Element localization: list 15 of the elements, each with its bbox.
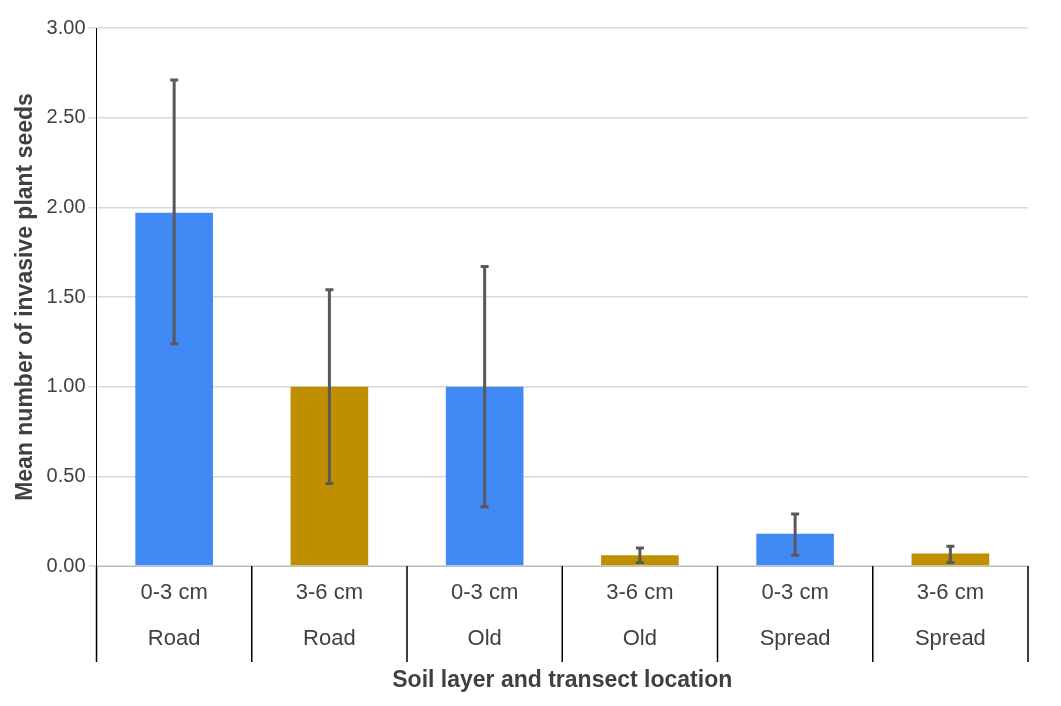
y-tick-label: 1.00: [46, 374, 86, 397]
x-tick-label: 3-6 cm Old: [606, 579, 674, 651]
x-axis-title: Soil layer and transect location: [392, 665, 733, 692]
y-tick-label: 2.50: [46, 105, 86, 128]
x-tick-label: 3-6 cm Road: [295, 579, 364, 651]
x-tick-label: 0-3 cm Road: [140, 579, 208, 651]
y-tick-label: 3.00: [46, 15, 86, 38]
x-tick-label: 0-3 cm Old: [451, 579, 519, 651]
x-tick-label: 0-3 cm Spread: [759, 579, 831, 651]
y-tick-label: 1.50: [46, 284, 86, 307]
y-tick-label: 0.00: [46, 553, 86, 576]
y-tick-label: 2.00: [46, 194, 86, 217]
x-tick-label: 3-6 cm Spread: [914, 579, 986, 651]
y-axis-title: Mean number of invasive plant seeds: [11, 93, 38, 501]
y-tick-label: 0.50: [46, 463, 86, 486]
